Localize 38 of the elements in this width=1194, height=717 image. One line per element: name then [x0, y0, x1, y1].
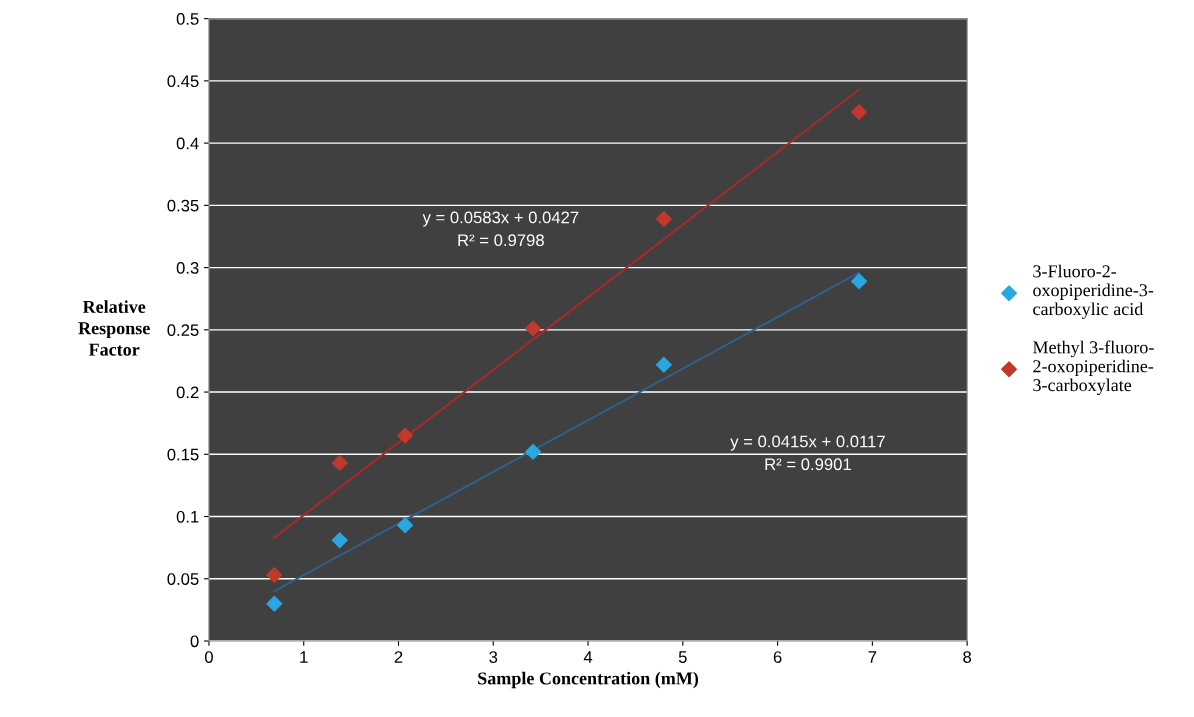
point [397, 427, 414, 444]
x-tick-label: 6 [773, 651, 782, 663]
y-tick-label: 0.5 [176, 13, 199, 25]
x-tick-label: 2 [394, 651, 403, 663]
point [525, 320, 542, 337]
x-tick-label: 4 [583, 651, 593, 663]
y-tick-label: 0.15 [167, 448, 199, 461]
point [851, 273, 868, 290]
point [655, 211, 672, 228]
y-tick-label: 0 [190, 635, 199, 648]
annotation: y = 0.0583x + 0.0427 R² = 0.9798 [422, 211, 579, 247]
point [525, 443, 542, 460]
legend-label: 3-Fluoro-2-oxopiperidine-3-carboxylic acid [1033, 264, 1154, 319]
point [331, 532, 348, 549]
x-tick-label: 7 [868, 651, 877, 663]
x-axis-title: Sample Concentration (mM) [478, 671, 699, 689]
point [655, 356, 672, 373]
y-tick-label: 0.2 [176, 386, 199, 399]
x-tick-label: 0 [204, 651, 213, 663]
annotation: y = 0.0415x + 0.0117 R² = 0.9901 [730, 435, 885, 471]
point [851, 104, 868, 120]
y-tick-label: 0.35 [167, 199, 199, 212]
legend-label: Methyl 3-fluoro-2-oxopiperidine-3-carboxylate [1033, 340, 1154, 395]
y-tick-label: 0.05 [167, 573, 199, 585]
y-axis-title: Relative Response Factor [78, 300, 150, 356]
y-tick-label: 0.4 [176, 137, 199, 150]
x-tick-label: 8 [963, 651, 972, 663]
x-tick-label: 5 [678, 651, 687, 663]
x-tick-label: 3 [489, 651, 498, 663]
y-tick-label: 0.25 [167, 324, 199, 337]
point [331, 455, 348, 471]
point [266, 567, 283, 584]
y-tick-label: 0.45 [167, 75, 199, 88]
y-tick-label: 0.3 [176, 261, 199, 274]
y-tick-label: 0.1 [176, 510, 199, 523]
x-tick-label: 1 [300, 651, 308, 663]
point [266, 595, 283, 612]
point [397, 517, 414, 534]
